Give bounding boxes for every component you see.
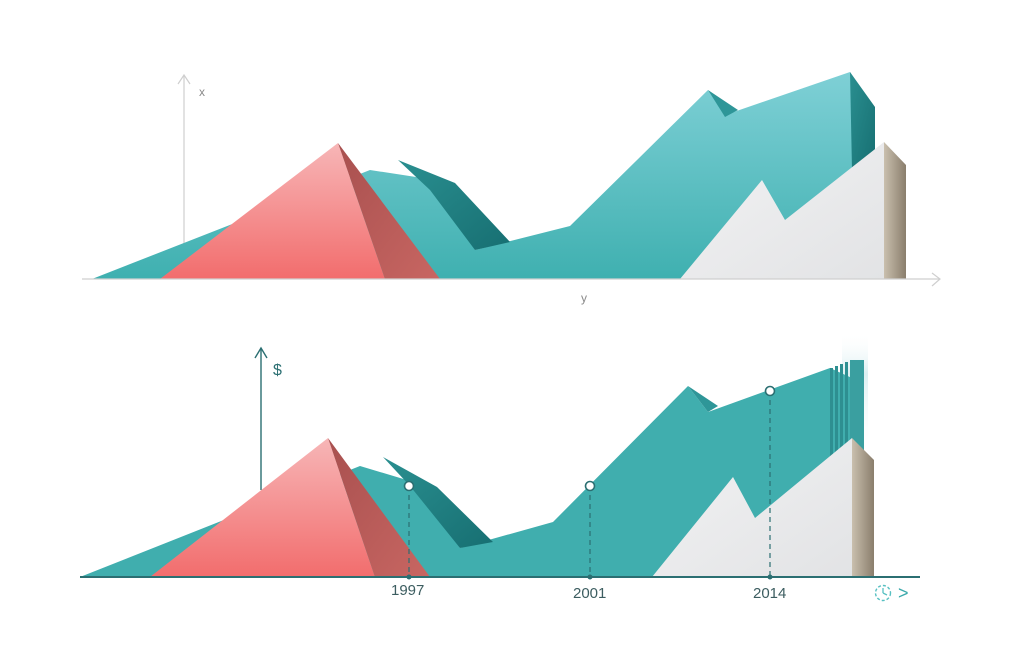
top-red-shade [338,143,440,279]
marker-2001-label: 2001 [573,585,606,602]
bottom-red-area [150,438,375,577]
bottom-chart: $ 1997 [80,332,920,603]
clock-icon[interactable] [874,584,892,602]
top-y-axis-label: x [199,85,205,99]
bottom-grey-area [652,438,852,577]
bottom-grey-side [852,438,874,577]
marker-1997-label: 1997 [391,582,424,599]
marker-1997[interactable]: 1997 [391,480,424,600]
marker-2001[interactable]: 2001 [573,480,606,603]
marker-2014[interactable]: 2014 [753,385,786,603]
bottom-teal-shade-1 [383,457,493,548]
bottom-red-shade [328,438,430,577]
next-arrow-button[interactable]: > [898,583,909,603]
marker-2014-label: 2014 [753,585,786,602]
top-chart: x y [82,72,941,305]
top-red-area [160,143,385,279]
top-grey-area [680,142,884,279]
top-teal-shade-3 [850,72,875,170]
bottom-teal-shade-2 [688,386,718,412]
top-x-axis-arrow [931,272,941,287]
top-teal-shade-2 [708,90,738,117]
top-y-axis-arrow [177,73,191,85]
bottom-y-axis-label: $ [273,362,282,379]
bottom-y-axis-arrow [254,346,268,359]
top-grey-side [884,142,906,279]
top-teal-shade-1 [398,160,510,250]
top-x-axis-label: y [581,291,587,305]
